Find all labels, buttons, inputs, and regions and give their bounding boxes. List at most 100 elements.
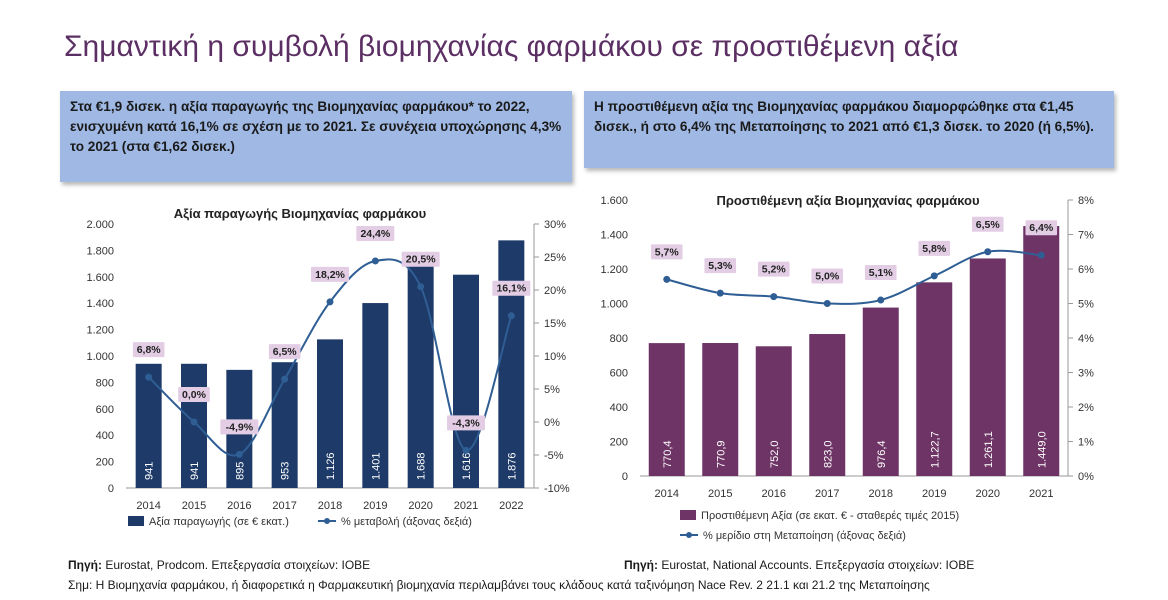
y2-tick-label: 8% (1078, 195, 1094, 207)
line-value-label: 5,0% (815, 271, 840, 283)
line-label-box (757, 261, 790, 277)
line-point (371, 257, 379, 265)
bar-value-label: 1.688 (416, 452, 428, 480)
bar (407, 265, 434, 488)
x-tick-label: 2017 (815, 488, 839, 500)
chart-title: Αξία παραγωγής Βιομηχανίας φαρμάκου (174, 206, 427, 221)
source-label: Πηγή: (68, 558, 102, 572)
y2-tick-label: 15% (544, 318, 566, 330)
y2-tick-label: 25% (544, 252, 566, 264)
line-label-box (1025, 220, 1058, 236)
line-point (877, 296, 885, 304)
line-point (190, 418, 198, 426)
y-tick-label: 1.000 (86, 351, 114, 363)
line-value-label: 16,1% (496, 283, 526, 295)
footer-source-right: Πηγή: Eurostat, National Accounts. Επεξε… (624, 558, 974, 572)
x-tick-label: 2016 (227, 500, 251, 512)
y2-tick-label: 5% (544, 384, 560, 396)
y2-tick-label: 0% (1078, 471, 1094, 483)
bar (271, 362, 298, 488)
y2-tick-label: 4% (1078, 333, 1094, 345)
bar (862, 307, 899, 476)
y2-tick-label: 0% (544, 417, 560, 429)
line-value-label: 5,2% (762, 264, 787, 276)
bar (317, 339, 343, 488)
line-label-box (311, 266, 349, 282)
y-tick-label: 1.600 (600, 195, 628, 207)
line-value-label: 5,3% (708, 260, 733, 272)
x-tick-label: 2016 (762, 488, 786, 500)
bar-value-label: 1.126 (325, 452, 337, 480)
line-value-label: 5,8% (922, 243, 947, 255)
line-label-box (132, 342, 165, 358)
y-tick-label: 1.800 (86, 245, 114, 257)
line-point (663, 275, 671, 283)
legend-line-marker (324, 518, 330, 524)
y2-tick-label: 6% (1078, 264, 1094, 276)
bar-value-label: 1.401 (370, 452, 382, 480)
footer-source-left: Πηγή: Eurostat, Prodcom. Επεξεργασία στο… (68, 558, 370, 572)
y2-tick-label: -10% (544, 483, 570, 495)
line-value-label: 6,5% (976, 219, 1001, 231)
bar-value-label: 976,4 (876, 440, 888, 468)
y2-tick-label: 30% (544, 219, 566, 231)
y-tick-label: 600 (96, 404, 114, 416)
chart-2: Προστιθέμενη αξία Βιομηχανίας φαρμάκου 0 2… (600, 193, 1094, 542)
page-title: Σημαντική η συμβολή βιομηχανίας φαρμάκου… (64, 30, 959, 63)
x-tick-label: 2020 (976, 488, 1000, 500)
line-label-box (401, 251, 440, 267)
line-value-label: 0,0% (182, 389, 207, 401)
line-value-label: 6,5% (273, 346, 298, 358)
x-tick-label: 2021 (454, 500, 478, 512)
legend-bar-label: Αξία παραγωγής (σε € εκατ.) (149, 516, 289, 528)
line-value-label: -4,9% (226, 421, 254, 433)
line-point (507, 312, 515, 320)
bar-value-label: 953 (280, 462, 292, 480)
y2-tick-label: 2% (1078, 402, 1094, 414)
legend-line-label: % μερίδιο στη Μεταποίηση (άξονας δεξιά) (703, 530, 906, 542)
line-value-label: 5,1% (869, 267, 894, 279)
y-tick-label: 0 (108, 483, 114, 495)
y-tick-label: 600 (610, 368, 628, 380)
y-tick-label: 1.400 (86, 298, 114, 310)
bar (702, 343, 739, 476)
x-tick-label: 2022 (499, 500, 523, 512)
line-point (326, 298, 334, 306)
source-text: Eurostat, Prodcom. Επεξεργασία στοιχείων… (102, 558, 371, 572)
bar-value-label: 1.261,1 (983, 431, 995, 468)
y2-tick-label: 3% (1078, 368, 1094, 380)
bar (135, 363, 162, 488)
y-tick-label: 1.400 (600, 230, 628, 242)
bar (498, 240, 525, 488)
line-point (984, 248, 992, 256)
line-label-box (864, 265, 897, 281)
bar (362, 303, 389, 488)
x-tick-label: 2015 (708, 488, 732, 500)
y2-tick-label: 7% (1078, 230, 1094, 242)
line-label-box (704, 258, 737, 274)
callout-production-value: Στα €1,9 δισεκ. η αξία παραγωγής της Βιο… (60, 91, 572, 182)
bar-value-label: 941 (189, 462, 201, 480)
y-tick-label: 200 (96, 457, 114, 469)
y-tick-label: 1.600 (86, 272, 114, 284)
line-value-label: 20,5% (406, 254, 436, 266)
bar-value-label: 770,4 (662, 440, 674, 468)
line-point (930, 272, 938, 280)
line-value-label: 18,2% (315, 269, 345, 281)
y-tick-label: 400 (610, 402, 628, 414)
chart-1: Αξία παραγωγής Βιομηχανίας φαρμάκου 0 200 4… (86, 206, 569, 528)
bar-value-label: 895 (234, 462, 246, 480)
bar (809, 334, 846, 476)
line-label-box (447, 415, 485, 431)
y-tick-label: 2.000 (86, 219, 114, 231)
bar-value-label: 823,0 (822, 440, 834, 468)
legend-line-label: % μεταβολή (άξονας δεξιά) (341, 516, 472, 528)
footer-note: Σημ: Η Βιομηχανία φαρμάκου, ή διαφορετικ… (68, 578, 930, 592)
y-tick-label: 1.200 (86, 325, 114, 337)
line-label-box (356, 225, 395, 241)
line-point (281, 375, 289, 383)
bar (1023, 226, 1060, 476)
line-value-label: 24,4% (360, 228, 390, 240)
x-tick-label: 2014 (136, 500, 160, 512)
